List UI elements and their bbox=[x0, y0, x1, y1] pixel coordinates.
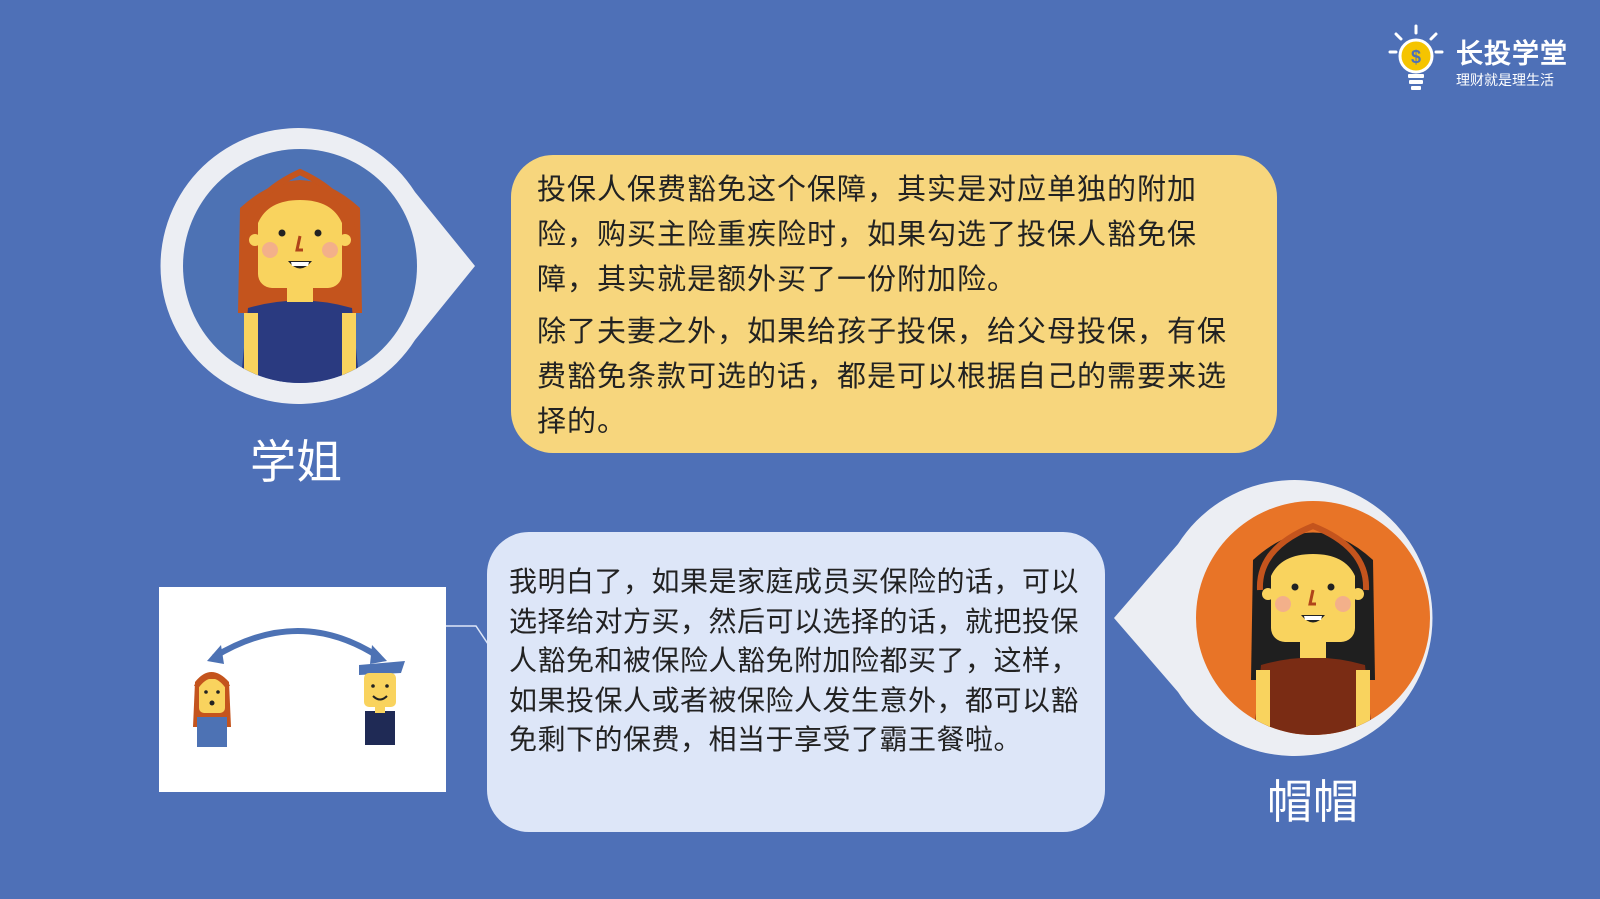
brand-name: 长投学堂 bbox=[1456, 39, 1568, 70]
maomao-name: 帽帽 bbox=[1267, 775, 1359, 829]
brand-logo: $ 长投学堂 理财就是理生活 bbox=[1388, 24, 1588, 94]
senior-speech-paragraph-1: 投保人保费豁免这个保障，其实是对应单独的附加险，购买主险重疾险时，如果勾选了投保… bbox=[537, 172, 1198, 296]
senior-avatar bbox=[160, 128, 475, 405]
senior-speech-bubble: 投保人保费豁免这个保障，其实是对应单独的附加险，购买主险重疾险时，如果勾选了投保… bbox=[511, 155, 1277, 453]
family-illustration bbox=[159, 587, 446, 792]
mutual-insurance-illustration bbox=[193, 628, 405, 747]
brand-slogan: 理财就是理生活 bbox=[1456, 73, 1554, 89]
maomao-speech-text: 我明白了，如果是家庭成员买保险的话，可以选择给对方买，然后可以选择的话，就把投保… bbox=[509, 565, 1080, 756]
maomao-avatar bbox=[1114, 480, 1433, 756]
svg-text:$: $ bbox=[1411, 47, 1421, 67]
senior-name: 学姐 bbox=[250, 435, 342, 489]
maomao-speech-bubble: 我明白了，如果是家庭成员买保险的话，可以选择给对方买，然后可以选择的话，就把投保… bbox=[487, 532, 1105, 832]
connector-line bbox=[446, 625, 489, 645]
lightbulb-icon: $ bbox=[1388, 24, 1444, 90]
senior-speech-paragraph-2: 除了夫妻之外，如果给孩子投保，给父母投保，有保费豁免条款可选的话，都是可以根据自… bbox=[537, 314, 1228, 438]
